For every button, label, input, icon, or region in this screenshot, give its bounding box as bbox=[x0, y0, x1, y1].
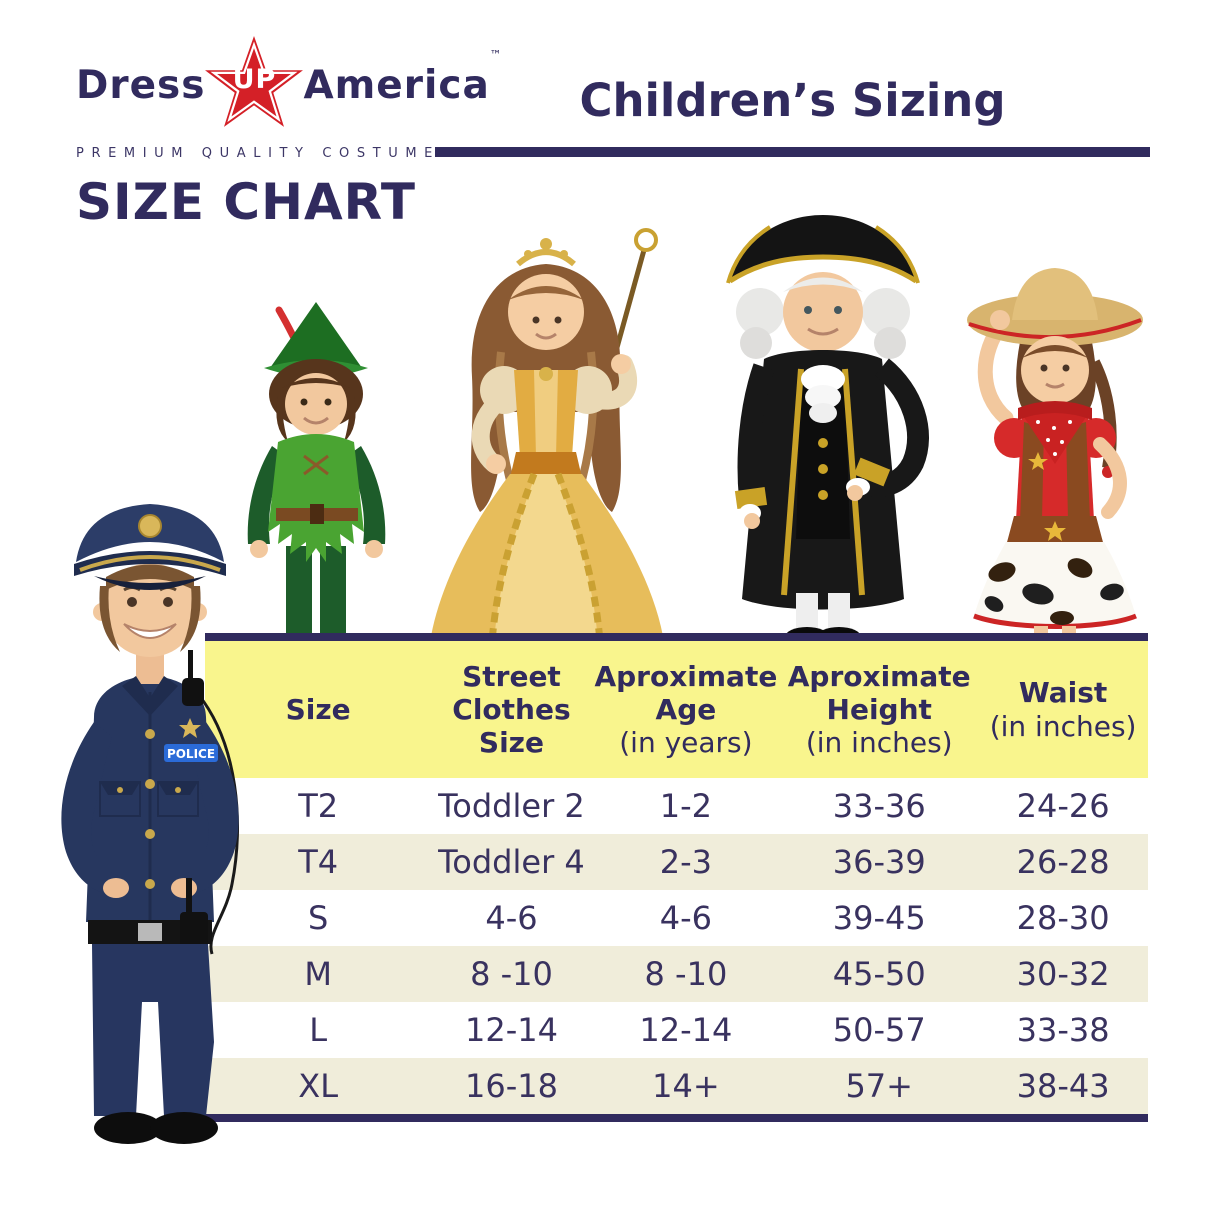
age-cell: 2-3 bbox=[659, 843, 713, 881]
brand-logo: Dress UP America ™ PREMIUM QUALITY COSTU… bbox=[76, 34, 502, 231]
column-label: Waist bbox=[1018, 676, 1108, 710]
size-cell: M bbox=[304, 955, 332, 993]
page-title: Children’s Sizing bbox=[579, 74, 1006, 127]
height-cell: 36-39 bbox=[832, 843, 926, 881]
table-row-m: M 8 -10 8 -10 45-50 30-32 bbox=[205, 946, 1148, 1002]
table-row-xl: XL 16-18 14+ 57+ 38-43 bbox=[205, 1058, 1148, 1114]
height-cell: 57+ bbox=[845, 1067, 913, 1105]
brand-word-america: America bbox=[303, 62, 490, 108]
colonial-costume-figure bbox=[726, 215, 929, 647]
waist-cell: 24-26 bbox=[1016, 787, 1110, 825]
height-cell: 50-57 bbox=[832, 1011, 926, 1049]
brand-logo-row: Dress UP America ™ bbox=[76, 34, 502, 136]
column-unit: (in years) bbox=[619, 726, 753, 760]
peter-pan-costume-figure bbox=[247, 302, 386, 644]
column-header-approximate-height: Aproximate Height (in inches) bbox=[780, 660, 978, 759]
street-clothes-cell: 8 -10 bbox=[470, 955, 553, 993]
trademark-symbol: ™ bbox=[489, 48, 502, 62]
age-cell: 1-2 bbox=[659, 787, 713, 825]
table-row-s: S 4-6 4-6 39-45 28-30 bbox=[205, 890, 1148, 946]
title-underline bbox=[435, 147, 1150, 157]
column-header-approximate-age: Aproximate Age (in years) bbox=[592, 660, 781, 759]
street-clothes-cell: Toddler 4 bbox=[438, 843, 585, 881]
princess-costume-figure bbox=[430, 228, 664, 643]
waist-cell: 26-28 bbox=[1016, 843, 1110, 881]
size-cell: T4 bbox=[298, 843, 339, 881]
table-row-t2: T2 Toddler 2 1-2 33-36 24-26 bbox=[205, 778, 1148, 834]
waist-cell: 30-32 bbox=[1016, 955, 1110, 993]
size-chart-heading: SIZE CHART bbox=[76, 173, 417, 231]
age-cell: 14+ bbox=[652, 1067, 720, 1105]
age-cell: 12-14 bbox=[639, 1011, 733, 1049]
street-clothes-cell: 16-18 bbox=[464, 1067, 558, 1105]
street-clothes-cell: Toddler 2 bbox=[438, 787, 585, 825]
height-cell: 45-50 bbox=[832, 955, 926, 993]
brand-star-icon: UP bbox=[201, 34, 307, 136]
column-header-waist: Waist (in inches) bbox=[978, 676, 1148, 742]
waist-cell: 28-30 bbox=[1016, 899, 1110, 937]
red-star-shape bbox=[205, 36, 304, 127]
table-row-t4: T4 Toddler 4 2-3 36-39 26-28 bbox=[205, 834, 1148, 890]
table-header-row: Size Street Clothes Size Aproximate Age … bbox=[205, 641, 1148, 778]
brand-tagline: PREMIUM QUALITY COSTUMES bbox=[76, 146, 456, 161]
column-unit: (in inches) bbox=[805, 726, 953, 760]
waist-cell: 33-38 bbox=[1016, 1011, 1110, 1049]
height-cell: 39-45 bbox=[832, 899, 926, 937]
size-cell: XL bbox=[298, 1067, 339, 1105]
column-unit: (in inches) bbox=[989, 709, 1137, 743]
age-cell: 4-6 bbox=[659, 899, 713, 937]
size-cell: L bbox=[309, 1011, 328, 1049]
column-header-street-clothes-size: Street Clothes Size bbox=[431, 660, 591, 759]
street-clothes-cell: 4-6 bbox=[485, 899, 538, 937]
brand-star-label: UP bbox=[232, 64, 277, 95]
age-cell: 8 -10 bbox=[644, 955, 728, 993]
brand-word-dress: Dress bbox=[76, 62, 206, 108]
waist-cell: 38-43 bbox=[1016, 1067, 1110, 1105]
table-top-border bbox=[205, 633, 1148, 641]
cowgirl-costume-figure bbox=[967, 268, 1143, 646]
column-label: Size bbox=[285, 692, 351, 726]
column-label: Aproximate Age bbox=[594, 659, 778, 726]
table-row-l: L 12-14 12-14 50-57 33-38 bbox=[205, 1002, 1148, 1058]
size-cell: T2 bbox=[298, 787, 339, 825]
height-cell: 33-36 bbox=[832, 787, 926, 825]
column-label: Street Clothes Size bbox=[452, 659, 571, 760]
size-table: Size Street Clothes Size Aproximate Age … bbox=[205, 633, 1148, 1122]
size-cell: S bbox=[308, 899, 329, 937]
column-header-size: Size bbox=[205, 693, 431, 726]
table-bottom-border bbox=[205, 1114, 1148, 1122]
column-label: Aproximate Height bbox=[787, 659, 971, 726]
street-clothes-cell: 12-14 bbox=[464, 1011, 558, 1049]
